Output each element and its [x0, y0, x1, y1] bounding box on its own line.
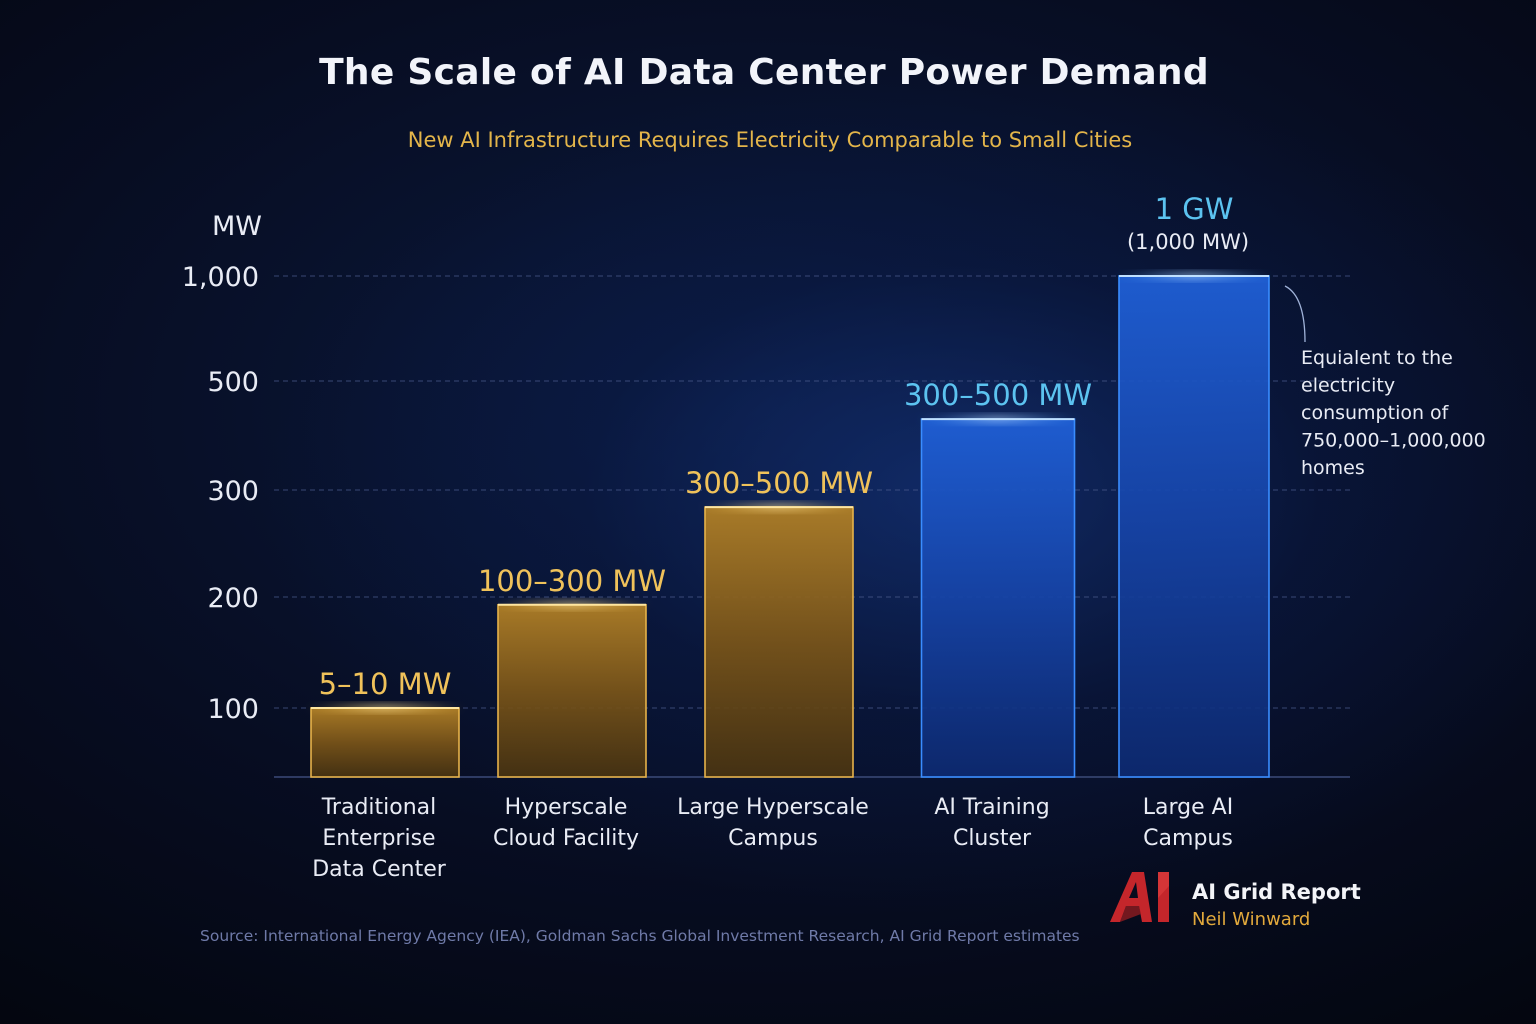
category-label-line: Campus	[728, 826, 818, 851]
y-tick-label: 200	[207, 583, 259, 614]
annotation-line: homes	[1301, 457, 1365, 479]
category-label-line: AI Training	[934, 795, 1049, 820]
bar	[920, 418, 1076, 778]
bar-group	[915, 414, 1081, 778]
bar-group	[699, 502, 859, 778]
bar-group	[1113, 271, 1275, 778]
y-tick-label: 1,000	[182, 262, 259, 293]
annotation: Equialent to the electricity consumption o…	[1284, 285, 1486, 479]
annotation-line: 750,000–1,000,000	[1301, 430, 1486, 452]
y-axis: MW 100 200 300 500 1,000	[182, 211, 262, 725]
category-label-line: Enterprise	[322, 826, 435, 851]
category-label: Large AI Campus	[1143, 795, 1233, 851]
annotation-line: consumption of	[1301, 402, 1450, 424]
value-label: 5–10 MW	[319, 667, 452, 701]
category-label-line: Cluster	[953, 826, 1032, 851]
bar	[310, 707, 460, 778]
value-label: 300–500 MW	[904, 378, 1092, 412]
category-label: Traditional Enterprise Data Center	[312, 795, 447, 882]
annotation-line: electricity	[1301, 375, 1395, 397]
category-label: Large Hyperscale Campus	[677, 795, 869, 851]
category-label: Hyperscale Cloud Facility	[493, 795, 639, 851]
bar	[1118, 275, 1270, 778]
value-label: 1 GW	[1155, 192, 1234, 226]
chart-title: The Scale of AI Data Center Power Demand	[319, 52, 1209, 93]
category-label-line: Hyperscale	[505, 795, 628, 820]
y-tick-label: 500	[207, 367, 259, 398]
source-note: Source: International Energy Agency (IEA…	[200, 927, 1080, 945]
category-label-line: Cloud Facility	[493, 826, 639, 851]
category-label-line: Data Center	[312, 857, 447, 882]
value-labels: 5–10 MW 100–300 MW 300–500 MW 300–500 MW 1 G…	[319, 192, 1249, 701]
brand-name: AI Grid Report	[1192, 880, 1361, 904]
y-tick-label: 300	[207, 476, 259, 507]
bar	[497, 603, 647, 778]
brand-author: Neil Winward	[1192, 909, 1311, 930]
category-label-line: Large AI	[1143, 795, 1233, 820]
category-label-line: Traditional	[321, 795, 437, 820]
value-label: 300–500 MW	[685, 466, 873, 500]
annotation-line: Equialent to the	[1301, 347, 1453, 369]
annotation-leader	[1284, 285, 1306, 343]
bars	[305, 271, 1275, 778]
brand-logo: AI	[1110, 872, 1169, 922]
value-label: 100–300 MW	[478, 564, 666, 598]
annotation-text: Equialent to the electricity consumption o…	[1301, 347, 1486, 479]
bar	[704, 506, 854, 778]
category-label-line: Campus	[1143, 826, 1233, 851]
brand-block: AI AI Grid Report Neil Winward	[1108, 868, 1368, 930]
bar-group	[492, 599, 652, 778]
value-sublabel: (1,000 MW)	[1127, 230, 1249, 254]
category-label: AI Training Cluster	[934, 795, 1049, 851]
bar-group	[305, 703, 465, 778]
chart-subtitle: New AI Infrastructure Requires Electrici…	[407, 128, 1133, 152]
y-tick-label: 100	[207, 694, 259, 725]
y-axis-label: MW	[212, 211, 262, 242]
category-labels: Traditional Enterprise Data Center Hypersca…	[312, 795, 1233, 882]
category-label-line: Large Hyperscale	[677, 795, 869, 820]
